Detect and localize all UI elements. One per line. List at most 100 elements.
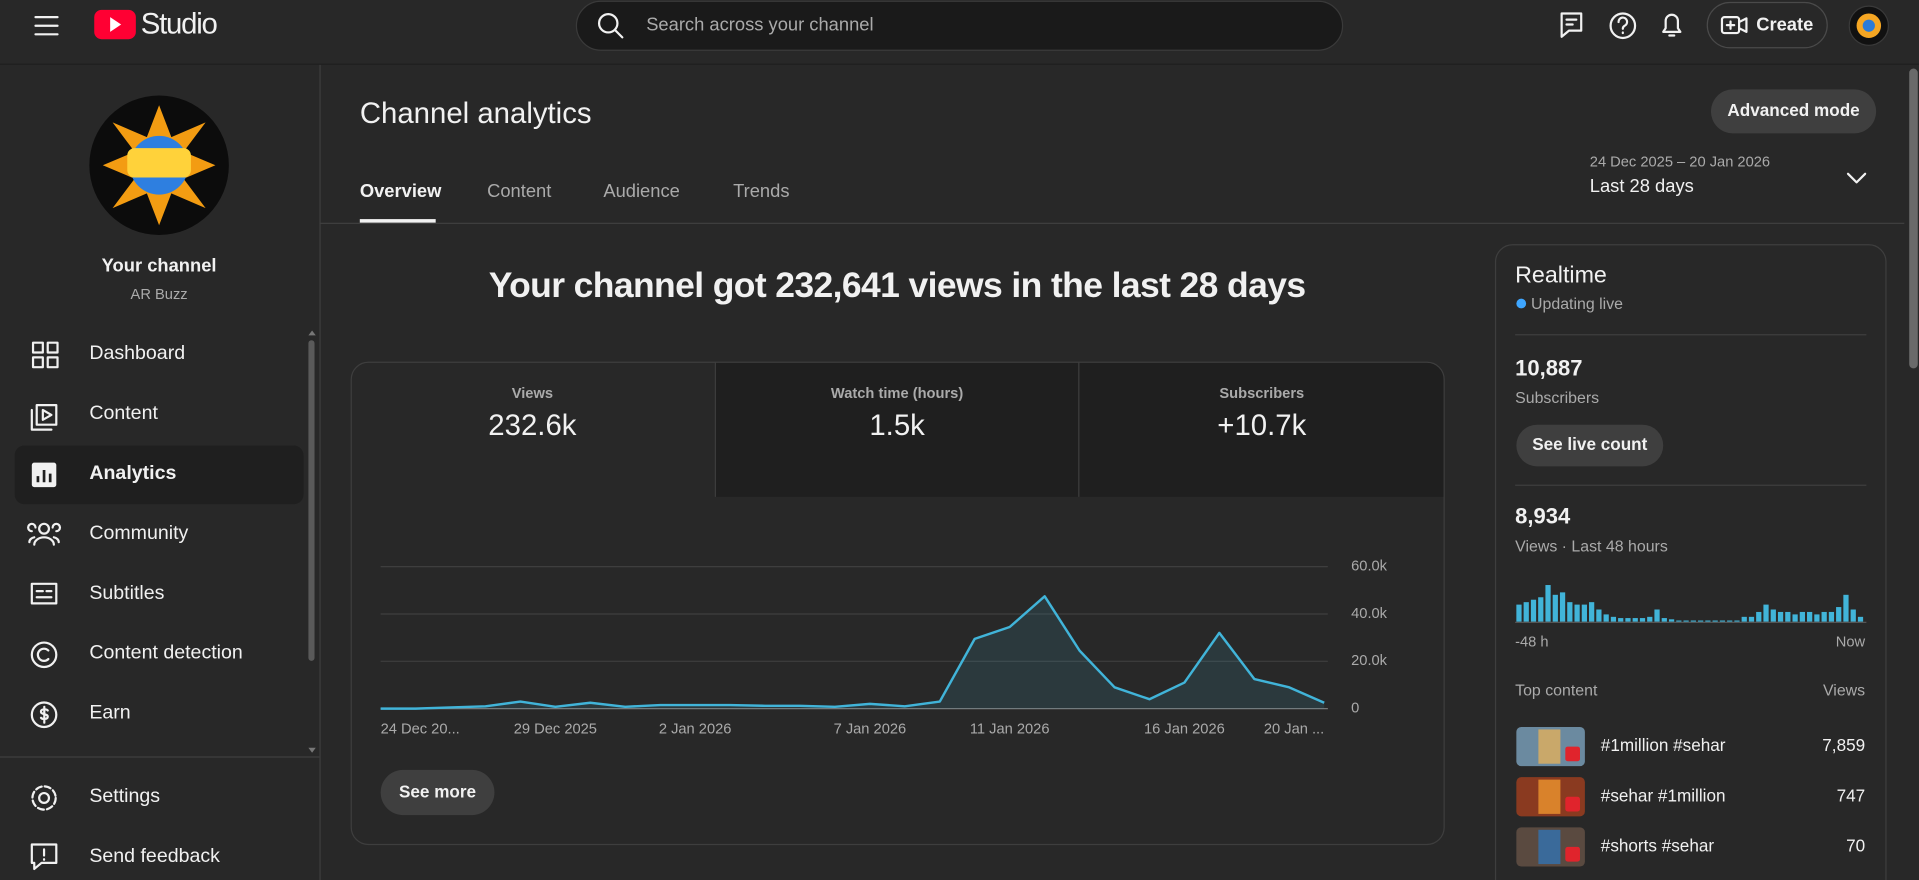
account-avatar-core <box>1862 19 1875 32</box>
date-range-picker[interactable]: 24 Dec 2025 – 20 Jan 2026 Last 28 days <box>1590 155 1867 196</box>
bar <box>1828 611 1835 622</box>
top-content-item[interactable]: #1million #sehar 7,859 <box>1516 726 1865 767</box>
nav-settings[interactable]: Settings <box>31 785 160 811</box>
bar <box>1632 618 1638 622</box>
metric-value: +10.7k <box>1217 409 1306 442</box>
sidebar: Your channel AR Buzz Dashboard Content A… <box>0 64 321 880</box>
bar <box>1836 607 1842 622</box>
bar <box>1763 604 1769 622</box>
nav-subtitles[interactable]: Subtitles <box>30 582 165 605</box>
create-button-bg <box>1706 1 1828 49</box>
bars-start-label: -48 h <box>1515 634 1548 650</box>
bar <box>1610 616 1617 622</box>
bar <box>1639 618 1646 622</box>
create-label: Create <box>1756 14 1813 35</box>
channel-title: Your channel <box>102 255 217 276</box>
top-content-title: #shorts #sehar <box>1601 835 1715 855</box>
bar <box>1712 620 1718 622</box>
top-content-item[interactable]: #sehar #1million 747 <box>1516 777 1866 817</box>
advanced-mode-button[interactable]: Advanced mode <box>1710 89 1877 134</box>
metric-subscribers[interactable]: Subscribers +10.7k <box>1217 386 1306 442</box>
top-content-views: 7,859 <box>1822 735 1865 755</box>
nav-content-detection[interactable]: Content detection <box>30 641 243 669</box>
bar <box>1734 620 1740 622</box>
top-bar: Studio Search across your channel Create <box>0 0 1919 65</box>
bar <box>1567 602 1573 622</box>
nav-community[interactable]: Community <box>27 522 189 546</box>
advanced-mode-label: Advanced mode <box>1727 100 1859 120</box>
metric-views[interactable]: Views 232.6k <box>488 386 576 442</box>
bar <box>1545 585 1551 622</box>
date-period: Last 28 days <box>1590 175 1694 196</box>
create-icon-detail <box>1725 17 1748 33</box>
bar <box>1799 611 1805 622</box>
bar <box>1676 620 1682 622</box>
bar <box>1523 602 1529 622</box>
bar <box>1705 620 1711 622</box>
see-more-button[interactable]: See more <box>380 769 495 816</box>
metric-value: 1.5k <box>869 409 925 442</box>
tab-overview[interactable]: Overview <box>359 180 442 223</box>
search-box[interactable]: Search across your channel <box>575 0 1344 51</box>
nav-earn[interactable]: Earn <box>30 701 131 729</box>
x-tick-label: 16 Jan 2026 <box>1144 721 1225 737</box>
tab-trends[interactable]: Trends <box>733 180 789 201</box>
x-tick-label: 2 Jan 2026 <box>659 721 732 737</box>
see-live-count-button[interactable]: See live count <box>1516 424 1664 467</box>
x-tick-label: 20 Jan ... <box>1264 721 1324 737</box>
help-icon-mark <box>1617 16 1629 35</box>
y-tick-label: 0 <box>1351 701 1359 717</box>
feedback-icon-button[interactable] <box>1560 12 1583 38</box>
logo-text: Studio <box>141 7 218 40</box>
subscriber-count: 10,887 <box>1515 355 1582 380</box>
help-button[interactable] <box>1609 12 1637 40</box>
headline: Your channel got 232,641 views in the la… <box>489 265 1306 305</box>
overview-card: Views 232.6k Watch time (hours) 1.5k Sub… <box>350 361 1445 846</box>
x-tick-label: 11 Jan 2026 <box>970 721 1050 737</box>
views-label: Views · Last 48 hours <box>1515 538 1668 555</box>
settings-icon <box>38 791 51 804</box>
notifications-button[interactable] <box>1662 13 1682 37</box>
top-content-item[interactable]: #shorts #sehar 70 <box>1516 827 1865 867</box>
bar <box>1770 609 1776 622</box>
dashboard-icon <box>31 341 59 369</box>
area <box>380 596 1325 709</box>
menu-button[interactable] <box>34 16 59 36</box>
top-content-views: 747 <box>1837 785 1866 805</box>
shorts-badge <box>1565 796 1580 812</box>
send-feedback-icon <box>30 843 58 871</box>
bar <box>1581 604 1587 622</box>
metric-watch-time[interactable]: Watch time (hours) 1.5k <box>831 386 963 442</box>
y-tick-label: 60.0k <box>1351 559 1388 575</box>
bar <box>1690 620 1696 622</box>
page-title: Channel analytics <box>360 97 592 130</box>
nav-label: Analytics <box>89 462 176 484</box>
account-avatar[interactable] <box>1848 5 1890 46</box>
content-icon <box>30 404 58 431</box>
create-button[interactable]: Create <box>1706 1 1828 49</box>
see-live-count-bg <box>1516 424 1664 467</box>
nav-analytics[interactable]: Analytics <box>31 462 177 488</box>
x-tick-label: 7 Jan 2026 <box>834 721 907 737</box>
search-placeholder: Search across your channel <box>646 14 873 35</box>
see-more-bg <box>380 769 495 816</box>
tab-audience[interactable]: Audience <box>603 180 680 201</box>
channel-avatar[interactable] <box>89 95 229 236</box>
feedback-icon <box>1560 12 1583 38</box>
studio-logo[interactable]: Studio <box>94 7 219 40</box>
community-icon-detail <box>27 522 62 546</box>
bar <box>1792 614 1798 622</box>
realtime-title: Realtime <box>1515 262 1607 288</box>
x-tick-label: 24 Dec 20... <box>381 721 460 737</box>
tab-label: Trends <box>733 180 789 201</box>
nav-content[interactable]: Content <box>30 402 159 431</box>
bar <box>1618 618 1624 622</box>
bar <box>1625 618 1631 622</box>
bar <box>1668 619 1675 622</box>
tab-content[interactable]: Content <box>487 180 551 201</box>
bar <box>1719 620 1726 622</box>
nav-send-feedback[interactable]: Send feedback <box>30 843 220 871</box>
community-icon <box>38 522 51 535</box>
create-icon <box>1720 16 1741 35</box>
nav-dashboard[interactable]: Dashboard <box>31 341 185 369</box>
